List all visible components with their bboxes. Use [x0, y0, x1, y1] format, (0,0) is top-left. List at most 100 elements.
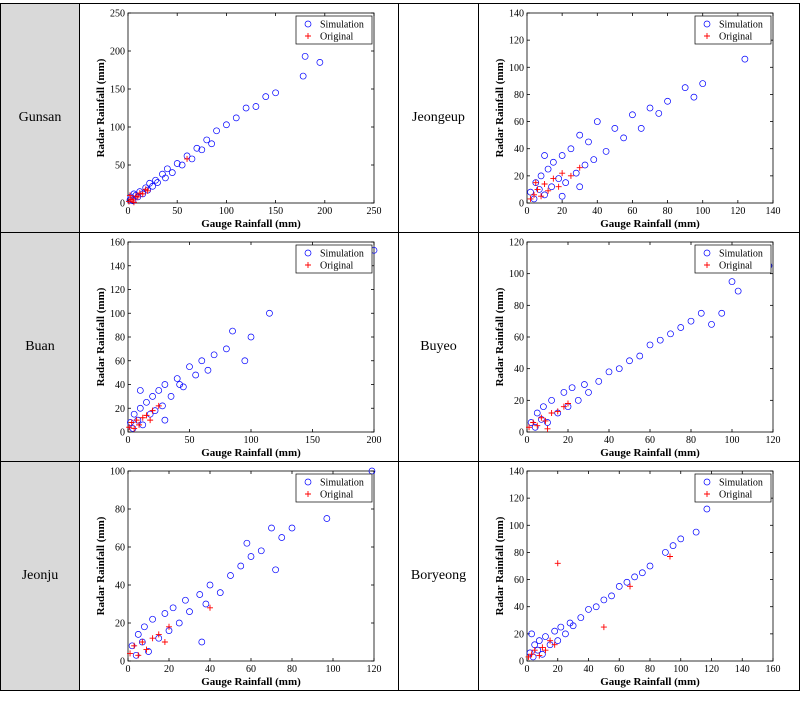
marker-plus — [130, 199, 137, 206]
marker-circle — [301, 52, 309, 60]
marker-circle — [164, 165, 171, 173]
marker-plus — [207, 604, 213, 611]
marker-circle — [136, 387, 144, 394]
marker-circle — [155, 387, 163, 394]
marker-circle — [585, 138, 592, 146]
marker-circle — [204, 366, 212, 374]
marker-plus — [136, 421, 143, 428]
x-tick-label: 60 — [246, 664, 256, 675]
marker-circle — [677, 324, 685, 331]
station-label: Gunsan — [0, 3, 80, 233]
marker-circle — [175, 619, 183, 627]
y-axis-label: Radar Rainfall (mm) — [494, 516, 506, 615]
x-tick-label: 80 — [686, 435, 696, 446]
x-tick-label: 250 — [367, 206, 382, 217]
marker-circle — [544, 165, 552, 173]
marker-circle — [708, 320, 715, 328]
y-tick-label: 50 — [115, 161, 125, 172]
marker-plus — [576, 164, 583, 171]
marker-circle — [186, 608, 193, 615]
y-tick-label: 250 — [110, 9, 125, 20]
marker-circle — [243, 539, 251, 547]
marker-circle — [268, 524, 275, 532]
y-tick-label: 60 — [514, 575, 524, 586]
marker-circle — [608, 592, 615, 600]
y-tick-label: 60 — [514, 117, 524, 128]
marker-circle — [646, 341, 654, 349]
marker-circle — [690, 93, 698, 101]
marker-circle — [620, 134, 627, 142]
marker-plus — [600, 624, 607, 631]
x-tick-label: 0 — [525, 664, 530, 675]
marker-circle — [193, 144, 201, 152]
marker-circle — [637, 125, 645, 132]
legend-marker — [304, 20, 312, 28]
marker-circle — [629, 111, 636, 119]
scatter-chart: 0 20 40 60 80 100 120 0 20 40 60 80 100 120 Gauge Rain… — [494, 238, 781, 460]
legend-marker — [304, 478, 312, 486]
marker-plus — [534, 186, 541, 193]
marker-circle — [178, 161, 186, 169]
x-axis-label: Gauge Rainfall (mm) — [201, 218, 301, 230]
x-tick-label: 100 — [673, 664, 688, 675]
legend-label: Original — [719, 490, 753, 501]
marker-circle — [718, 309, 726, 317]
marker-circle — [262, 93, 270, 100]
legend-label: Original — [320, 32, 354, 43]
marker-plus — [559, 170, 566, 177]
scatter-chart: 0 20 40 60 80 100 120 0 20 40 60 80 100 Gauge Rainfal… — [95, 467, 382, 689]
marker-circle — [544, 419, 551, 426]
marker-circle — [550, 158, 557, 166]
marker-circle — [656, 336, 664, 344]
y-tick-label: 80 — [115, 333, 125, 344]
legend-label: Simulation — [719, 249, 763, 260]
marker-plus — [147, 417, 154, 424]
x-tick-label: 120 — [730, 206, 745, 217]
marker-circle — [699, 80, 707, 87]
marker-circle — [179, 383, 187, 391]
marker-circle — [299, 72, 307, 80]
marker-plus — [526, 424, 533, 431]
x-tick-label: 20 — [553, 664, 563, 675]
legend-marker — [704, 33, 710, 39]
marker-circle — [161, 610, 169, 617]
x-axis-label: Gauge Rainfall (mm) — [600, 676, 700, 688]
marker-circle — [145, 648, 152, 655]
marker-circle — [169, 604, 177, 612]
legend-label: Simulation — [320, 249, 364, 260]
x-tick-label: 0 — [525, 206, 530, 217]
scatter-chart: 0 20 40 60 80 100 120 140 0 20 40 60 80 100 120 140 Gaug… — [494, 9, 781, 231]
legend-box — [295, 244, 373, 274]
marker-circle — [662, 549, 669, 556]
legend-box — [694, 244, 772, 274]
marker-circle — [577, 614, 585, 621]
marker-circle — [615, 583, 623, 590]
station-label: Jeongeup — [398, 3, 479, 233]
marker-circle — [677, 535, 685, 543]
x-tick-label: 50 — [185, 435, 195, 446]
chart-cell: 0 20 40 60 80 100 120 0 20 40 60 80 100 Gauge Rainfal… — [79, 461, 399, 691]
marker-circle — [527, 188, 534, 196]
marker-plus — [539, 644, 546, 651]
marker-circle — [576, 183, 584, 191]
marker-plus — [550, 175, 557, 182]
marker-plus — [527, 195, 534, 202]
marker-circle — [192, 371, 200, 379]
marker-circle — [646, 562, 654, 570]
marker-circle — [535, 637, 543, 644]
x-tick-label: 20 — [557, 206, 567, 217]
marker-circle — [697, 309, 705, 317]
marker-circle — [149, 615, 156, 623]
x-tick-label: 120 — [704, 664, 719, 675]
marker-circle — [585, 606, 592, 613]
marker-plus — [149, 635, 156, 642]
marker-circle — [631, 573, 638, 581]
y-tick-label: 100 — [110, 309, 125, 320]
marker-circle — [223, 345, 230, 353]
chart-cell: 0 50 100 150 200 0 20 40 60 80 100 120 140 160 Gauge R… — [79, 232, 399, 462]
marker-plus — [525, 653, 532, 660]
x-tick-label: 40 — [584, 664, 594, 675]
y-tick-label: 0 — [519, 199, 524, 210]
marker-circle — [602, 148, 610, 155]
